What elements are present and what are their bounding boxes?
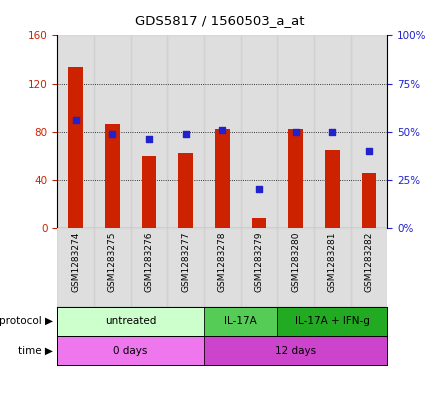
Bar: [57, 35, 94, 228]
Bar: [105, 125, 120, 228]
Text: untreated: untreated: [105, 316, 156, 326]
Bar: [241, 35, 277, 228]
Text: 12 days: 12 days: [275, 346, 316, 356]
Point: [219, 127, 226, 133]
Point: [255, 186, 262, 193]
Text: GSM1283279: GSM1283279: [254, 232, 264, 292]
Bar: [68, 67, 83, 228]
Bar: [351, 35, 387, 228]
Text: GSM1283278: GSM1283278: [218, 232, 227, 292]
Point: [72, 117, 79, 123]
Bar: [131, 228, 167, 307]
Bar: [288, 129, 303, 228]
Text: protocol ▶: protocol ▶: [0, 316, 53, 326]
Text: GSM1283276: GSM1283276: [144, 232, 154, 292]
Bar: [57, 307, 204, 336]
Bar: [204, 336, 387, 365]
Bar: [277, 307, 387, 336]
Text: GSM1283277: GSM1283277: [181, 232, 190, 292]
Bar: [142, 156, 156, 228]
Point: [329, 129, 336, 135]
Point: [109, 130, 116, 137]
Bar: [277, 228, 314, 307]
Text: IL-17A + IFN-g: IL-17A + IFN-g: [295, 316, 370, 326]
Bar: [204, 35, 241, 228]
Bar: [325, 150, 340, 228]
Bar: [94, 228, 131, 307]
Point: [292, 129, 299, 135]
Text: GSM1283274: GSM1283274: [71, 232, 80, 292]
Text: IL-17A: IL-17A: [224, 316, 257, 326]
Bar: [167, 35, 204, 228]
Bar: [362, 173, 376, 228]
Bar: [57, 228, 94, 307]
Bar: [94, 35, 131, 228]
Bar: [314, 35, 351, 228]
Text: time ▶: time ▶: [18, 346, 53, 356]
Bar: [204, 228, 241, 307]
Text: GDS5817 / 1560503_a_at: GDS5817 / 1560503_a_at: [135, 14, 305, 27]
Text: GSM1283275: GSM1283275: [108, 232, 117, 292]
Bar: [314, 228, 351, 307]
Text: GSM1283281: GSM1283281: [328, 232, 337, 292]
Text: GSM1283282: GSM1283282: [364, 232, 374, 292]
Bar: [215, 129, 230, 228]
Bar: [131, 35, 167, 228]
Bar: [204, 307, 277, 336]
Text: 0 days: 0 days: [114, 346, 148, 356]
Bar: [351, 228, 387, 307]
Point: [145, 136, 152, 143]
Point: [365, 148, 372, 154]
Text: GSM1283280: GSM1283280: [291, 232, 300, 292]
Bar: [241, 228, 277, 307]
Bar: [167, 228, 204, 307]
Bar: [252, 218, 266, 228]
Bar: [277, 35, 314, 228]
Point: [182, 130, 189, 137]
Bar: [178, 153, 193, 228]
Bar: [57, 336, 204, 365]
